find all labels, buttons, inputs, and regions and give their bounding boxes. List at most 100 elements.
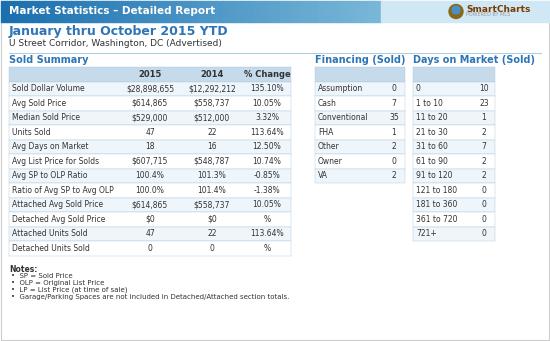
- Text: 0: 0: [392, 157, 397, 166]
- Text: 2015: 2015: [138, 70, 162, 79]
- Text: 22: 22: [207, 229, 217, 238]
- Text: Other: Other: [318, 142, 340, 151]
- Text: 135.10%: 135.10%: [250, 84, 284, 93]
- Bar: [413, 125, 495, 139]
- Text: Sold Summary: Sold Summary: [9, 55, 89, 65]
- Text: 2: 2: [482, 157, 486, 166]
- Text: 181 to 360: 181 to 360: [416, 200, 458, 209]
- Bar: [413, 226, 495, 241]
- Text: 23: 23: [479, 99, 489, 108]
- Text: 0: 0: [482, 186, 486, 195]
- Text: 16: 16: [207, 142, 217, 151]
- Bar: [9, 81, 291, 96]
- Text: % Change: % Change: [244, 70, 290, 79]
- Text: VA: VA: [318, 171, 328, 180]
- Text: 2: 2: [482, 128, 486, 137]
- Text: 2: 2: [392, 171, 397, 180]
- Text: 1 to 10: 1 to 10: [416, 99, 443, 108]
- Bar: [315, 168, 405, 183]
- Text: 1: 1: [392, 128, 397, 137]
- Text: $529,000: $529,000: [132, 113, 168, 122]
- Bar: [9, 226, 291, 241]
- Text: 61 to 90: 61 to 90: [416, 157, 448, 166]
- Text: $614,865: $614,865: [132, 200, 168, 209]
- Text: 2014: 2014: [200, 70, 224, 79]
- Text: 113.64%: 113.64%: [250, 229, 284, 238]
- Text: 10.05%: 10.05%: [252, 200, 282, 209]
- Text: 3.32%: 3.32%: [255, 113, 279, 122]
- Text: 0: 0: [210, 244, 215, 253]
- Bar: [9, 241, 291, 255]
- Text: 31 to 60: 31 to 60: [416, 142, 448, 151]
- Text: 100.0%: 100.0%: [135, 186, 164, 195]
- Text: 10.05%: 10.05%: [252, 99, 282, 108]
- Bar: [413, 110, 495, 125]
- Bar: [413, 212, 495, 226]
- Bar: [315, 139, 405, 154]
- Text: Attached Units Sold: Attached Units Sold: [12, 229, 87, 238]
- Bar: [9, 212, 291, 226]
- Bar: [315, 81, 405, 96]
- Text: $512,000: $512,000: [194, 113, 230, 122]
- Bar: [315, 96, 405, 110]
- Text: %: %: [263, 215, 271, 224]
- Text: Median Sold Price: Median Sold Price: [12, 113, 80, 122]
- Bar: [413, 168, 495, 183]
- Text: $548,787: $548,787: [194, 157, 230, 166]
- Bar: [9, 183, 291, 197]
- Bar: [9, 110, 291, 125]
- Bar: [413, 96, 495, 110]
- Text: 2: 2: [392, 142, 397, 151]
- Bar: [413, 139, 495, 154]
- Text: 0: 0: [392, 84, 397, 93]
- Text: $0: $0: [145, 215, 155, 224]
- Circle shape: [452, 6, 460, 14]
- Bar: [315, 125, 405, 139]
- Bar: [9, 168, 291, 183]
- Text: Conventional: Conventional: [318, 113, 368, 122]
- Text: -1.38%: -1.38%: [254, 186, 280, 195]
- Bar: [9, 154, 291, 168]
- Bar: [9, 139, 291, 154]
- Text: 47: 47: [145, 229, 155, 238]
- Text: POWERED BY MLS: POWERED BY MLS: [466, 13, 510, 17]
- Text: •  SP = Sold Price: • SP = Sold Price: [11, 272, 73, 279]
- Text: 18: 18: [145, 142, 155, 151]
- Text: Detached Units Sold: Detached Units Sold: [12, 244, 90, 253]
- Text: Avg Days on Market: Avg Days on Market: [12, 142, 89, 151]
- Bar: [9, 125, 291, 139]
- Text: Attached Avg Sold Price: Attached Avg Sold Price: [12, 200, 103, 209]
- Text: 1: 1: [482, 113, 486, 122]
- Text: 721+: 721+: [416, 229, 437, 238]
- Text: 21 to 30: 21 to 30: [416, 128, 448, 137]
- Text: •  LP = List Price (at time of sale): • LP = List Price (at time of sale): [11, 286, 128, 293]
- Bar: [413, 81, 495, 96]
- Text: 100.4%: 100.4%: [135, 171, 164, 180]
- Text: 47: 47: [145, 128, 155, 137]
- Text: $558,737: $558,737: [194, 200, 230, 209]
- Text: 0: 0: [482, 229, 486, 238]
- Bar: [315, 154, 405, 168]
- Text: -0.85%: -0.85%: [254, 171, 280, 180]
- Text: 2: 2: [482, 171, 486, 180]
- Bar: [315, 67, 405, 81]
- Text: 121 to 180: 121 to 180: [416, 186, 457, 195]
- Text: Detached Avg Sold Price: Detached Avg Sold Price: [12, 215, 106, 224]
- Bar: [315, 110, 405, 125]
- Text: 0: 0: [482, 200, 486, 209]
- Text: U Street Corridor, Washington, DC (Advertised): U Street Corridor, Washington, DC (Adver…: [9, 39, 222, 47]
- Text: 7: 7: [392, 99, 397, 108]
- Text: $607,715: $607,715: [132, 157, 168, 166]
- Bar: [9, 197, 291, 212]
- Text: $558,737: $558,737: [194, 99, 230, 108]
- Text: Cash: Cash: [318, 99, 337, 108]
- Text: 22: 22: [207, 128, 217, 137]
- Text: Notes:: Notes:: [9, 266, 37, 275]
- Text: SmartCharts: SmartCharts: [466, 5, 530, 14]
- Text: Avg SP to OLP Ratio: Avg SP to OLP Ratio: [12, 171, 87, 180]
- Text: Units Sold: Units Sold: [12, 128, 51, 137]
- Text: Financing (Sold): Financing (Sold): [315, 55, 405, 65]
- Text: Avg Sold Price: Avg Sold Price: [12, 99, 66, 108]
- Text: Assumption: Assumption: [318, 84, 363, 93]
- Text: Avg List Price for Solds: Avg List Price for Solds: [12, 157, 99, 166]
